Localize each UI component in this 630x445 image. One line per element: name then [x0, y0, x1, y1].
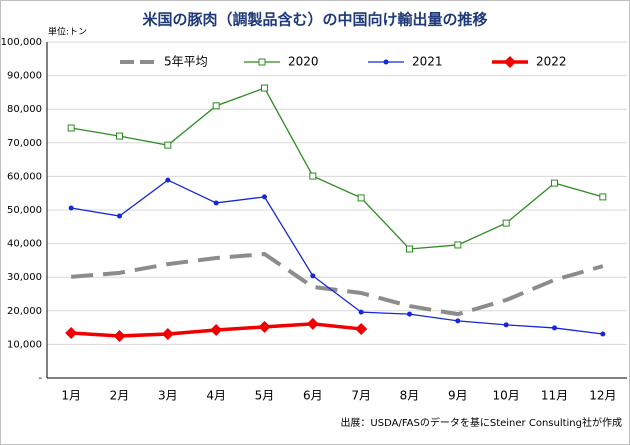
- legend-label: 2021: [412, 55, 443, 69]
- point: [117, 213, 122, 219]
- point: [165, 177, 171, 183]
- y-tick-label: 80,000: [7, 104, 42, 115]
- point: [212, 102, 220, 110]
- x-tick-label: 2月: [110, 389, 130, 403]
- x-tick-label: 3月: [158, 389, 178, 403]
- y-tick-label: 70,000: [7, 138, 42, 149]
- chart-title: 米国の豚肉（調製品含む）の中国向け輸出量の推移: [142, 11, 487, 29]
- point: [357, 194, 365, 202]
- point: [383, 59, 389, 65]
- y-tick-label: 60,000: [7, 171, 42, 182]
- x-tick-label: 7月: [351, 389, 371, 403]
- point: [503, 322, 509, 328]
- y-tick-label: 50,000: [7, 205, 42, 216]
- x-tick-label: 12月: [589, 389, 616, 403]
- point: [552, 325, 557, 331]
- point: [502, 219, 510, 227]
- legend-label: 2022: [536, 55, 567, 69]
- point: [306, 317, 319, 330]
- point: [164, 141, 172, 149]
- point: [68, 205, 74, 211]
- point: [210, 323, 223, 336]
- y-tick-label: 90,000: [7, 71, 42, 82]
- x-tick-label: 9月: [448, 389, 468, 403]
- point: [454, 241, 462, 249]
- point: [358, 309, 364, 315]
- point: [258, 320, 271, 333]
- point: [65, 326, 78, 339]
- y-tick-label: 40,000: [7, 239, 42, 250]
- x-tick-label: 1月: [61, 389, 81, 403]
- point: [116, 132, 123, 140]
- y-tick-label: 10,000: [7, 339, 42, 350]
- point: [213, 200, 219, 206]
- series-line: [71, 251, 604, 317]
- point: [67, 124, 75, 132]
- x-tick-label: 6月: [303, 389, 323, 403]
- x-tick-label: 10月: [493, 389, 520, 403]
- x-tick-label: 11月: [541, 389, 568, 403]
- point: [310, 273, 316, 279]
- series-line: [71, 87, 604, 250]
- point: [261, 84, 268, 92]
- x-tick-label: 8月: [400, 389, 420, 403]
- point: [258, 58, 266, 66]
- point: [407, 311, 412, 317]
- point: [309, 172, 317, 180]
- point: [455, 318, 461, 324]
- point: [504, 56, 516, 68]
- x-tick-label: 5月: [255, 389, 275, 403]
- point: [262, 194, 267, 200]
- point: [600, 331, 606, 337]
- source-note: 出展：USDA/FASのデータを基にSteiner Consulting社が作成: [340, 416, 622, 429]
- legend-label: 2020: [288, 55, 319, 69]
- point: [113, 330, 126, 342]
- point: [161, 327, 174, 340]
- point: [406, 245, 413, 253]
- legend-label: 5年平均: [164, 55, 208, 69]
- y-tick-label: 30,000: [7, 272, 42, 283]
- x-tick-label: 4月: [206, 389, 226, 403]
- y-tick-label: 20,000: [7, 306, 42, 317]
- y-unit-label: 単位:トン: [48, 26, 87, 38]
- y-tick-label: -: [38, 373, 42, 384]
- y-tick-label: 100,000: [1, 37, 42, 48]
- point: [599, 193, 607, 201]
- point: [355, 322, 368, 335]
- point: [551, 179, 558, 187]
- series-line: [71, 179, 603, 335]
